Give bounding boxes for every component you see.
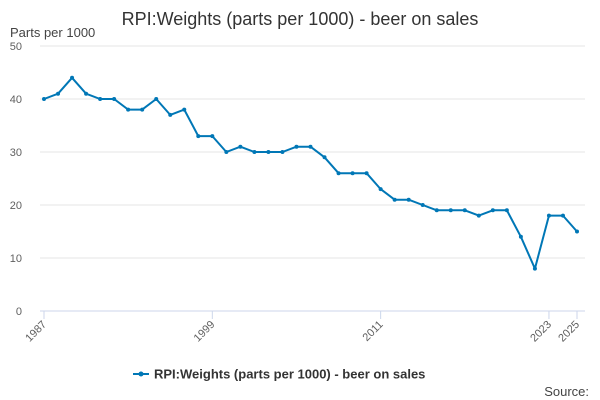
data-point[interactable]: [476, 213, 481, 218]
data-point[interactable]: [560, 213, 565, 218]
legend[interactable]: RPI:Weights (parts per 1000) - beer on s…: [133, 367, 425, 382]
y-tick-label: 20: [10, 200, 22, 212]
x-tick-label: 2023: [528, 319, 554, 345]
data-point[interactable]: [182, 107, 187, 112]
data-point[interactable]: [196, 134, 201, 139]
gridlines: [40, 45, 585, 259]
data-point[interactable]: [364, 171, 369, 176]
data-point[interactable]: [84, 91, 89, 96]
data-point[interactable]: [98, 97, 103, 101]
data-point[interactable]: [280, 150, 285, 154]
x-tick-label: 1987: [23, 319, 49, 345]
data-point[interactable]: [56, 91, 61, 96]
y-tick-label: 30: [10, 147, 22, 159]
source-label: Source:: [544, 384, 589, 399]
data-point[interactable]: [266, 150, 271, 154]
data-point[interactable]: [504, 208, 509, 213]
data-point[interactable]: [462, 208, 467, 213]
data-point[interactable]: [140, 107, 145, 112]
data-point[interactable]: [168, 112, 173, 117]
data-point[interactable]: [350, 171, 355, 176]
data-point[interactable]: [532, 266, 537, 271]
series-line: [43, 76, 578, 270]
chart-title: RPI:Weights (parts per 1000) - beer on s…: [122, 9, 479, 29]
x-axis: [40, 310, 585, 319]
data-point[interactable]: [392, 197, 397, 202]
x-tick-label: 2025: [556, 319, 582, 345]
data-point[interactable]: [294, 144, 299, 149]
data-point[interactable]: [210, 134, 215, 139]
data-point[interactable]: [308, 144, 313, 149]
y-tick-label: 0: [16, 306, 22, 318]
data-point[interactable]: [126, 107, 131, 112]
data-point[interactable]: [420, 203, 425, 207]
data-point[interactable]: [448, 208, 453, 213]
data-point[interactable]: [42, 97, 46, 101]
x-axis-tick-labels: 1987 1999 2011 2023 2025: [23, 319, 582, 345]
data-point[interactable]: [575, 229, 579, 234]
y-axis-tick-labels: 0 10 20 30 40 50: [10, 41, 22, 318]
y-tick-label: 40: [10, 94, 22, 106]
data-point[interactable]: [434, 208, 439, 213]
legend-label: RPI:Weights (parts per 1000) - beer on s…: [154, 367, 425, 382]
data-point[interactable]: [224, 150, 229, 154]
data-point[interactable]: [336, 171, 341, 176]
data-point[interactable]: [322, 155, 327, 160]
data-point[interactable]: [378, 187, 383, 192]
data-point[interactable]: [112, 97, 117, 101]
data-point[interactable]: [154, 97, 159, 101]
data-point[interactable]: [518, 234, 523, 239]
y-tick-label: 10: [10, 253, 22, 265]
data-point[interactable]: [406, 197, 411, 202]
legend-marker-symbol: [138, 371, 144, 377]
series-group: [42, 75, 579, 271]
data-point[interactable]: [252, 150, 257, 154]
data-point[interactable]: [490, 208, 495, 213]
x-tick-label: 1999: [192, 319, 218, 345]
x-tick-label: 2011: [361, 319, 386, 344]
y-axis-unit-label: Parts per 1000: [10, 25, 95, 40]
y-tick-label: 50: [10, 41, 22, 53]
data-point[interactable]: [238, 144, 243, 149]
data-point[interactable]: [546, 213, 551, 218]
data-point[interactable]: [70, 75, 75, 80]
